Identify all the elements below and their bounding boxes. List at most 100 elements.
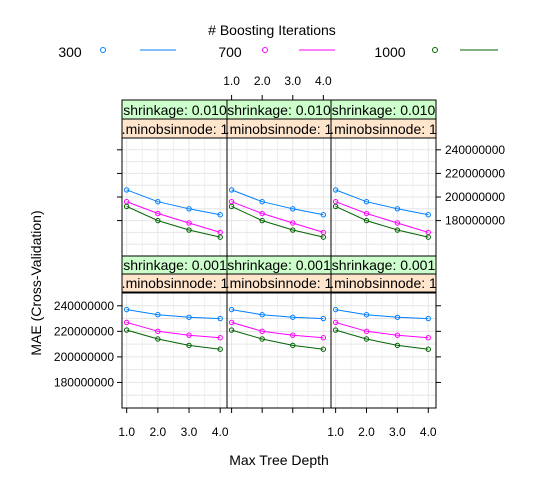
series-line-1000 (126, 205, 221, 238)
data-point-1000 (217, 346, 223, 352)
data-point-300 (123, 187, 130, 193)
y-tick-label-left: 180000000 (54, 375, 114, 389)
legend-label: 700 (218, 44, 242, 60)
data-point-300 (228, 187, 235, 193)
panel: shrinkage: 0.001 n.minobsinnode: 10 (114, 255, 236, 409)
series-line-1000 (231, 205, 324, 238)
data-point-1000 (332, 327, 339, 333)
data-point-1000 (259, 336, 265, 342)
axes: 1.0 2.0 3.0 4.0 1.0 2.0 3.0 4.0 1.0 2.0 3.0 4.0 1800… (54, 74, 505, 439)
data-point-700 (394, 332, 401, 338)
series-line-300 (231, 309, 324, 320)
series-line-300 (126, 309, 221, 320)
data-point-700 (290, 220, 296, 226)
strip-shrinkage-label: shrinkage: 0.010 (123, 102, 227, 118)
x-tick-label-top: 1.0 (223, 74, 240, 88)
data-point-1000 (394, 227, 401, 233)
data-point-1000 (363, 336, 370, 342)
panel: shrinkage: 0.010 n.minobsinnode: 10 (322, 99, 444, 257)
data-point-300 (290, 314, 296, 320)
data-point-1000 (320, 346, 327, 352)
y-tick-label-right: 200000000 (445, 190, 505, 204)
data-point-300 (332, 306, 339, 313)
series-line-300 (335, 309, 429, 320)
data-point-1000 (228, 203, 235, 210)
y-tick-label-left: 240000000 (54, 299, 114, 313)
strip-minobsinnode-label: n.minobsinnode: 10 (114, 275, 236, 291)
legend-label: 1000 (374, 44, 405, 60)
data-point-700 (123, 319, 130, 326)
data-point-1000 (290, 227, 296, 233)
data-point-300 (155, 312, 161, 318)
x-tick-label-top: 4.0 (315, 74, 332, 88)
x-tick-label-bottom: 2.0 (358, 425, 375, 439)
data-point-300 (425, 212, 431, 218)
legend-marker (432, 47, 438, 53)
data-point-300 (123, 306, 130, 313)
legend-label: 300 (58, 44, 82, 60)
panel-plot-area (330, 292, 437, 409)
strip-minobsinnode-label: n.minobsinnode: 10 (322, 121, 444, 137)
data-point-300 (186, 314, 192, 320)
data-point-1000 (259, 217, 265, 224)
data-point-700 (259, 328, 265, 335)
strip-minobsinnode (330, 273, 437, 293)
panel-border (330, 292, 437, 409)
data-point-1000 (425, 234, 431, 240)
legend-marker (100, 47, 106, 53)
data-point-1000 (186, 227, 192, 233)
y-tick-label-left: 200000000 (54, 350, 114, 364)
data-point-300 (363, 199, 370, 205)
x-tick-label-bottom: 2.0 (150, 425, 167, 439)
data-point-1000 (155, 336, 161, 342)
x-tick-label-bottom: 4.0 (212, 425, 229, 439)
series-line-1000 (335, 205, 429, 238)
series-line-700 (231, 201, 324, 233)
data-point-1000 (290, 342, 296, 349)
y-axis-title: MAE (Cross-Validation) (28, 210, 44, 355)
data-point-300 (363, 312, 370, 318)
x-tick-label-bottom: 3.0 (181, 425, 198, 439)
data-point-300 (425, 315, 431, 322)
data-point-700 (186, 332, 192, 338)
data-point-1000 (123, 203, 130, 210)
data-point-1000 (228, 327, 235, 333)
x-tick-label-bottom: 3.0 (389, 425, 406, 439)
x-tick-label-bottom: 1.0 (327, 425, 344, 439)
x-tick-label-top: 2.0 (254, 74, 271, 88)
series-line-1000 (231, 329, 324, 350)
data-point-300 (228, 306, 235, 313)
data-point-700 (290, 332, 296, 338)
data-point-700 (186, 220, 192, 226)
data-point-1000 (394, 342, 401, 349)
panel: shrinkage: 0.010 n.minobsinnode: 10 (121, 99, 229, 257)
data-point-300 (394, 314, 401, 320)
panel: shrinkage: 0.001 n.minobsinnode: 10 (330, 255, 437, 409)
series-line-300 (126, 189, 221, 216)
strip-minobsinnode-label: n.minobsinnode: 10 (218, 275, 340, 291)
data-point-700 (259, 210, 265, 217)
panel-plot-area (226, 292, 332, 409)
strip-shrinkage-label: shrinkage: 0.001 (123, 257, 227, 273)
data-point-300 (394, 206, 401, 212)
x-tick-label-bottom: 1.0 (118, 425, 135, 439)
y-tick-label-left: 220000000 (54, 324, 114, 338)
x-axis-title: Max Tree Depth (229, 452, 329, 468)
data-point-300 (155, 199, 161, 205)
data-point-700 (363, 328, 370, 335)
series-line-700 (126, 321, 221, 339)
data-point-700 (228, 319, 235, 326)
series-line-700 (335, 321, 429, 339)
series-line-700 (231, 321, 324, 339)
data-point-300 (259, 199, 265, 205)
data-point-1000 (217, 234, 223, 240)
series-line-700 (335, 201, 429, 233)
y-tick-label-right: 180000000 (445, 214, 505, 228)
data-point-700 (320, 335, 327, 341)
data-point-700 (425, 335, 431, 341)
y-tick-label-right: 240000000 (445, 143, 505, 157)
x-tick-label-top: 3.0 (284, 74, 301, 88)
data-point-300 (332, 187, 339, 193)
data-point-1000 (425, 346, 431, 352)
